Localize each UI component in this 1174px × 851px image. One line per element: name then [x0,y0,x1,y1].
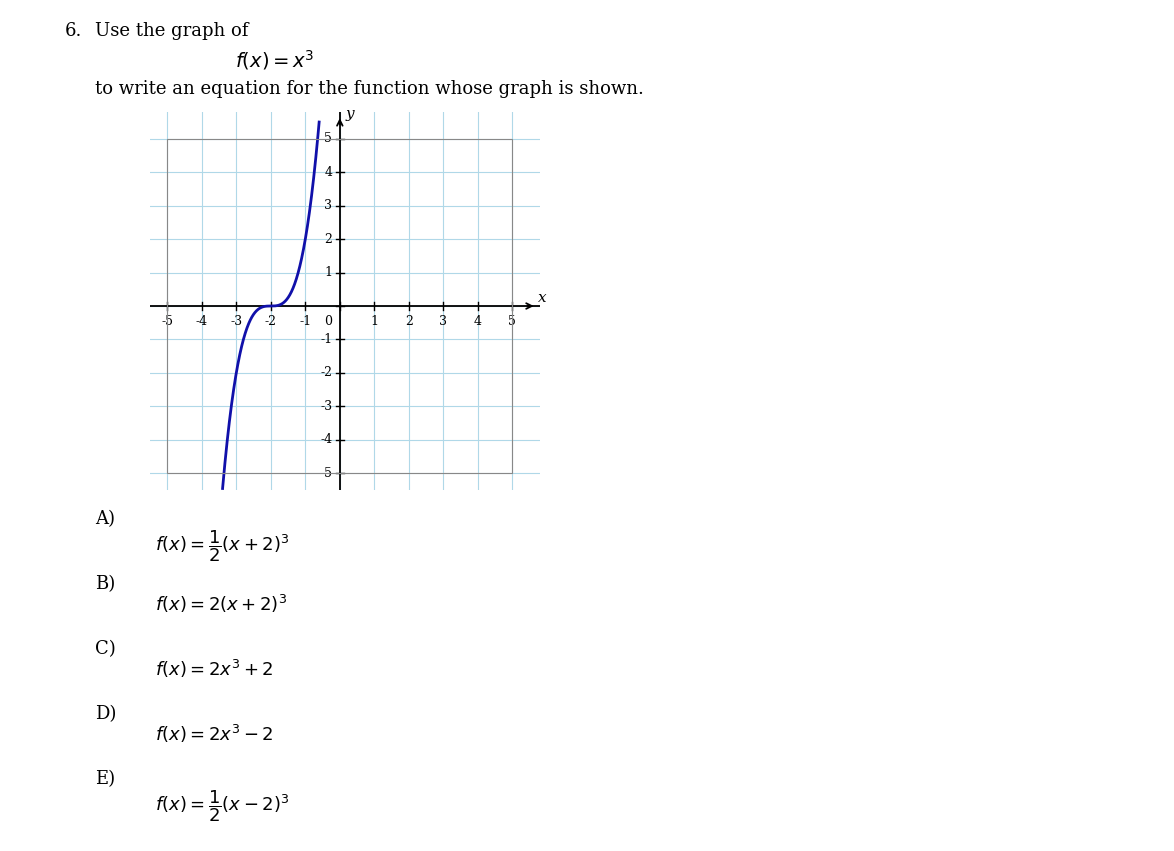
Text: Use the graph of: Use the graph of [95,22,249,40]
Text: 3: 3 [324,199,332,212]
Text: -3: -3 [321,400,332,413]
Text: x: x [538,291,547,305]
Text: 5: 5 [508,316,517,328]
Text: -1: -1 [299,316,311,328]
Text: 5: 5 [324,132,332,146]
Text: -3: -3 [230,316,242,328]
Text: -1: -1 [321,333,332,346]
Text: 6.: 6. [65,22,82,40]
Text: 3: 3 [439,316,447,328]
Text: $f(x) = 2x^3 + 2$: $f(x) = 2x^3 + 2$ [155,658,274,680]
Text: D): D) [95,705,116,723]
Text: A): A) [95,510,115,528]
Text: -2: -2 [265,316,277,328]
Text: -5: -5 [161,316,174,328]
Text: -4: -4 [196,316,208,328]
Bar [167,139,512,473]
Text: $f(x) = x^3$: $f(x) = x^3$ [235,48,315,71]
Text: $f(x) = \dfrac{1}{2}(x-2)^3$: $f(x) = \dfrac{1}{2}(x-2)^3$ [155,788,289,824]
Text: 0: 0 [324,316,332,328]
Text: 1: 1 [324,266,332,279]
Text: $f(x) = \dfrac{1}{2}(x+2)^3$: $f(x) = \dfrac{1}{2}(x+2)^3$ [155,528,289,563]
Text: $f(x) = 2(x+2)^3$: $f(x) = 2(x+2)^3$ [155,593,286,615]
Text: -4: -4 [321,433,332,446]
Text: 1: 1 [370,316,378,328]
Text: B): B) [95,575,115,593]
Text: to write an equation for the function whose graph is shown.: to write an equation for the function wh… [95,80,643,98]
Text: 2: 2 [405,316,413,328]
Text: 4: 4 [324,166,332,179]
Text: y: y [346,106,355,121]
Text: E): E) [95,770,115,788]
Text: C): C) [95,640,116,658]
Text: -5: -5 [321,467,332,480]
Text: 2: 2 [324,232,332,246]
Text: 4: 4 [474,316,481,328]
Text: $f(x) = 2x^3 - 2$: $f(x) = 2x^3 - 2$ [155,723,274,745]
Text: -2: -2 [321,367,332,380]
